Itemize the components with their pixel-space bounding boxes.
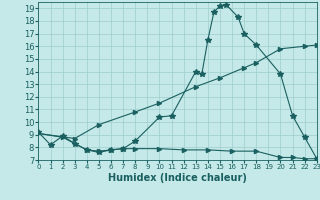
X-axis label: Humidex (Indice chaleur): Humidex (Indice chaleur) <box>108 173 247 183</box>
